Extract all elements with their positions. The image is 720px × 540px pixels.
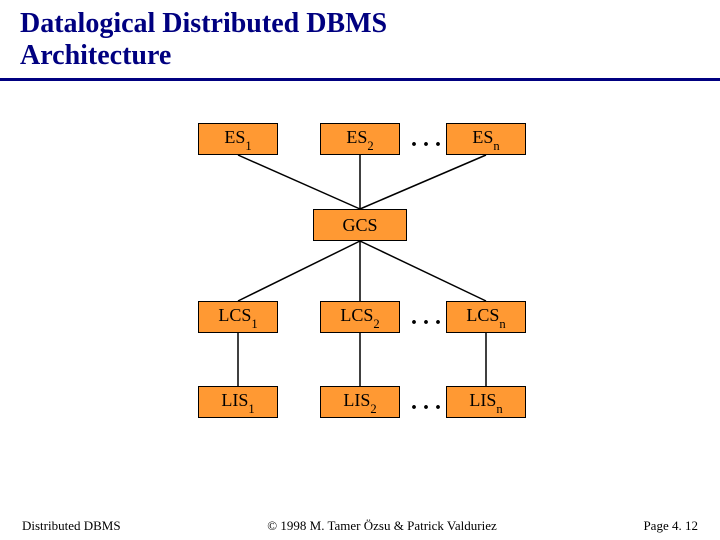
- ellipsis-es: . . .: [406, 123, 446, 155]
- footer: Distributed DBMS © 1998 M. Tamer Özsu & …: [0, 518, 720, 534]
- node-lisn: LISn: [446, 386, 526, 418]
- lis2-label: LIS2: [343, 390, 376, 415]
- footer-center: © 1998 M. Tamer Özsu & Patrick Valduriez: [267, 518, 496, 534]
- node-lis1: LIS1: [198, 386, 278, 418]
- es1-label: ES1: [224, 127, 251, 152]
- node-lcs1: LCS1: [198, 301, 278, 333]
- lcs2-label: LCS2: [340, 305, 379, 330]
- esn-label: ESn: [472, 127, 499, 152]
- lisn-label: LISn: [469, 390, 502, 415]
- title-line-2: Architecture: [20, 40, 171, 71]
- lcsn-label: LCSn: [466, 305, 505, 330]
- title-line-1: Datalogical Distributed DBMS: [20, 8, 387, 39]
- es2-label: ES2: [346, 127, 373, 152]
- lcs1-label: LCS1: [218, 305, 257, 330]
- gcs-label: GCS: [342, 215, 377, 236]
- node-es1: ES1: [198, 123, 278, 155]
- lis1-label: LIS1: [221, 390, 254, 415]
- ellipsis-lis: . . .: [406, 386, 446, 418]
- node-lis2: LIS2: [320, 386, 400, 418]
- node-es2: ES2: [320, 123, 400, 155]
- node-gcs: GCS: [313, 209, 407, 241]
- ellipsis-lcs: . . .: [406, 301, 446, 333]
- footer-right: Page 4. 12: [643, 518, 698, 534]
- node-lcsn: LCSn: [446, 301, 526, 333]
- node-lcs2: LCS2: [320, 301, 400, 333]
- footer-left: Distributed DBMS: [22, 518, 121, 534]
- page-title: Datalogical Distributed DBMS Architectur…: [0, 0, 720, 78]
- diagram-area: ES1 ES2 . . . ESn GCS LCS1 LCS2 . . . LC…: [0, 81, 720, 481]
- node-esn: ESn: [446, 123, 526, 155]
